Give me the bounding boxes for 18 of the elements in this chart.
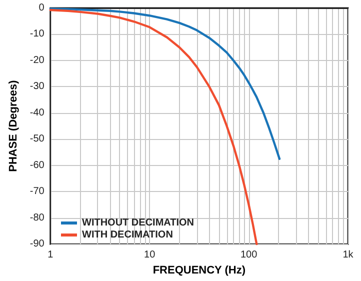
y-tick-label: -10 — [30, 28, 45, 40]
legend-label: WITH DECIMATION — [82, 230, 173, 240]
y-tick-label: -20 — [30, 54, 45, 66]
y-tick-label: -30 — [30, 81, 45, 92]
y-tick-label: -60 — [30, 160, 45, 171]
y-tick-label: -80 — [30, 212, 45, 224]
y-tick-label: -90 — [30, 238, 45, 250]
legend-label: WITHOUT DECIMATION — [82, 218, 194, 228]
y-tick-label: -40 — [30, 107, 45, 118]
y-tick-label: -70 — [30, 186, 45, 198]
y-axis-title: PHASE (Degrees) — [8, 80, 20, 172]
x-tick-label: 1 — [48, 250, 54, 261]
x-axis-title: FREQUENCY (Hz) — [152, 264, 246, 276]
x-tick-label: 100 — [240, 250, 258, 261]
y-tick-label: 0 — [38, 2, 45, 14]
x-tick-label: 10 — [144, 250, 156, 261]
y-tick-label: -50 — [30, 134, 45, 145]
x-tick-label: 1k — [342, 250, 354, 261]
